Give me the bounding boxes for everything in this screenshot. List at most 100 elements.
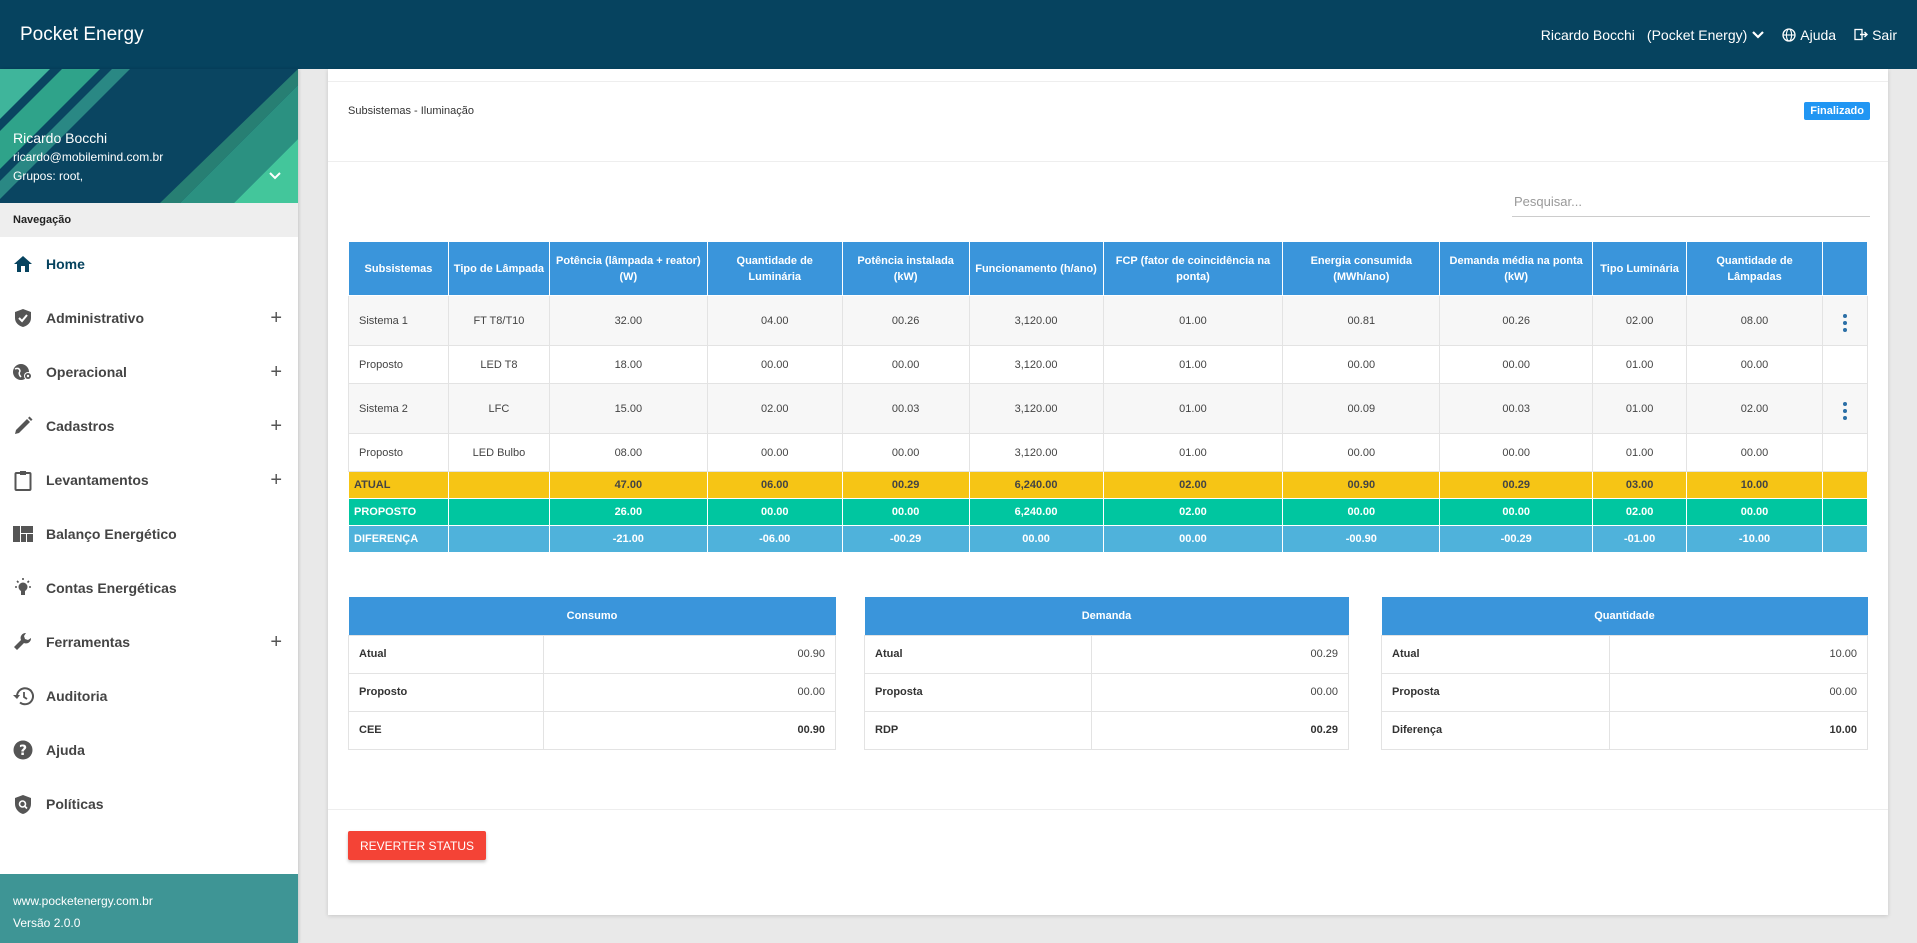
summary-value: 00.29 [1091,634,1349,674]
column-header[interactable]: Quantidade de Lâmpadas [1686,241,1823,296]
nav-label: Balanço Energético [46,526,177,542]
table-cell: 00.00 [1102,525,1284,553]
table-cell: 47.00 [548,471,708,499]
column-header[interactable]: Tipo de Lâmpada [447,241,550,296]
nav-item-politicas[interactable]: Políticas [0,777,298,831]
total-row-diferenca: DIFERENÇA -21.00 -06.00 -00.29 00.00 00.… [348,525,1869,553]
table-cell: 00.00 [1686,433,1823,472]
summary-label: Atual [348,634,544,674]
table-row: Proposto LED T8 18.00 00.00 00.00 3,120.… [348,345,1869,384]
summary-label: Proposto [348,672,544,712]
summary-consumo-table: Consumo Atual 00.90 Proposto 00.00 CEE 00.9… [348,597,837,750]
table-cell: 01.00 [1592,433,1688,472]
sidebar-footer: www.pocketenergy.com.br Versão 2.0.0 [0,874,298,943]
table-cell: 3,120.00 [968,383,1104,434]
nav-item-operacional[interactable]: Operacional + [0,345,298,399]
table-row: Atual 00.90 [348,634,837,674]
footer-site[interactable]: www.pocketenergy.com.br [13,894,153,908]
chevron-down-icon [1752,30,1765,39]
nav-item-balanco[interactable]: Balanço Energético [0,507,298,561]
summary-title: Quantidade [1381,597,1868,635]
nav-item-levantamentos[interactable]: Levantamentos + [0,453,298,507]
profile-card: Ricardo Bocchi ricardo@mobilemind.com.br… [0,69,298,203]
shield-icon [12,307,34,329]
nav-item-cadastros[interactable]: Cadastros + [0,399,298,453]
expand-icon[interactable]: + [270,360,282,383]
help-link[interactable]: Ajuda [1782,27,1836,43]
table-cell [447,471,550,499]
nav-label: Cadastros [46,418,115,434]
table-row: Proposto 00.00 [348,672,837,712]
summary-label: Atual [1380,634,1611,674]
home-icon [12,253,34,275]
top-bar: Pocket Energy Ricardo Bocchi (Pocket Ene… [0,0,1917,69]
column-header[interactable]: Tipo Luminária [1592,241,1688,296]
row-actions [1821,345,1869,384]
table-cell: -10.00 [1686,525,1823,553]
nav-item-ajuda[interactable]: ? Ajuda [0,723,298,777]
table-cell: -00.90 [1282,525,1441,553]
table-cell: 00.29 [1439,471,1594,499]
column-header[interactable]: Quantidade de Luminária [706,241,843,296]
expand-icon[interactable]: + [270,468,282,491]
expand-icon[interactable]: + [270,414,282,437]
table-cell [447,525,550,553]
column-header[interactable]: Potência (lâmpada + reator) (W) [548,241,708,296]
table-header-row: Subsistemas Tipo de Lâmpada Potência (lâ… [348,241,1869,296]
more-vert-icon[interactable] [1842,314,1847,332]
table-cell: 32.00 [548,295,708,346]
more-vert-icon[interactable] [1842,402,1847,420]
nav-list: Home Administrativo + Operacional + Cada… [0,237,298,831]
table-cell: 00.03 [1439,383,1594,434]
revert-status-button[interactable]: REVERTER STATUS [348,831,487,860]
row-actions [1821,383,1869,434]
summary-value: 00.00 [1091,672,1349,712]
expand-icon[interactable]: + [270,306,282,329]
company-selector[interactable]: (Pocket Energy) [1647,27,1765,43]
user-name[interactable]: Ricardo Bocchi [1540,26,1635,43]
table-cell: 02.00 [1686,383,1823,434]
nav-item-auditoria[interactable]: Auditoria [0,669,298,723]
nav-label: Auditoria [46,688,108,704]
content-card: Subsistemas - Iluminação Finalizado Subs… [328,69,1888,915]
table-cell: ATUAL [348,471,449,499]
summary-demanda-table: Demanda Atual 00.29 Proposta 00.00 RDP 00.2… [863,597,1349,750]
logout-link[interactable]: Sair [1854,27,1897,43]
dashboard-icon [12,523,34,545]
table-cell: 02.00 [1102,498,1284,526]
chevron-down-icon[interactable] [268,171,282,181]
table-cell: 3,120.00 [968,345,1104,384]
table-cell: 02.00 [706,383,843,434]
table-cell: 01.00 [1592,345,1688,384]
svg-text:?: ? [19,743,27,759]
bulb-icon [12,577,34,599]
table-row: CEE 00.90 [348,710,837,750]
search-input[interactable] [1512,187,1870,217]
table-cell: 01.00 [1102,345,1284,384]
nav-label: Administrativo [46,310,145,326]
wrench-icon [12,631,34,653]
nav-item-administrativo[interactable]: Administrativo + [0,291,298,345]
brand-title[interactable]: Pocket Energy [20,23,144,45]
column-header[interactable]: Funcionamento (h/ano) [968,241,1104,296]
column-header[interactable]: Demanda média na ponta (kW) [1439,241,1594,296]
expand-icon[interactable]: + [270,630,282,653]
table-cell: 00.00 [1439,345,1594,384]
table-cell: LFC [447,383,550,434]
column-header[interactable]: Potência instalada (kW) [841,241,970,296]
nav-label: Operacional [46,364,127,380]
table-cell: 00.26 [841,295,970,346]
nav-item-contas[interactable]: Contas Energéticas [0,561,298,615]
nav-header: Navegação [0,203,298,237]
subsystems-table: Subsistemas Tipo de Lâmpada Potência (lâ… [348,241,1869,553]
column-header[interactable]: Subsistemas [348,241,449,296]
nav-item-ferramentas[interactable]: Ferramentas + [0,615,298,669]
table-cell [1821,525,1869,553]
total-row-proposto: PROPOSTO 26.00 00.00 00.00 6,240.00 02.0… [348,498,1869,526]
nav-label: Contas Energéticas [46,580,177,596]
nav-item-home[interactable]: Home [0,237,298,291]
table-cell: 06.00 [706,471,843,499]
column-header[interactable]: FCP (fator de coincidência na ponta) [1102,241,1284,296]
history-icon [12,685,34,707]
column-header[interactable]: Energia consumida (MWh/ano) [1282,241,1441,296]
